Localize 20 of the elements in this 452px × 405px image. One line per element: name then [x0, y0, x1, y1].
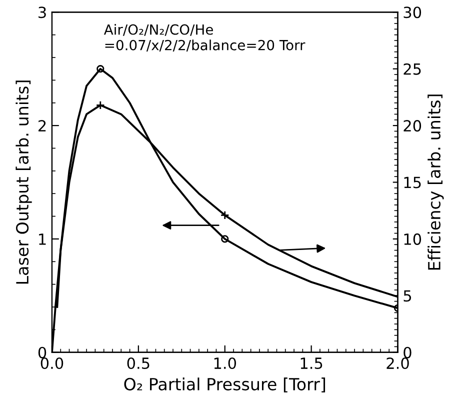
x-tick-label: 0.5	[127, 357, 150, 370]
y2-tick-label: 5	[404, 290, 412, 302]
y2-axis-title: Efficiency [arb. units]	[428, 94, 444, 270]
y2-tick-label: 25	[404, 63, 421, 75]
y-tick-label: 0	[38, 346, 46, 358]
y2-tick-label: 20	[404, 120, 422, 132]
annotation: Air/O₂/N₂/CO/He =0.07/x/2/2/balance=20 Torr	[104, 24, 306, 52]
x-tick-label: 0.0	[40, 357, 64, 370]
y-tick-label: 1	[39, 234, 46, 245]
x-tick-label: 2.0	[386, 357, 409, 370]
x-axis-title: O₂ Partial Pressure [Torr]	[124, 378, 326, 392]
x-tick-label: 1.5	[300, 358, 322, 370]
y2-tick-label: 30	[404, 6, 422, 18]
x-tick-label: 1.0	[214, 357, 236, 370]
y2-tick-label: 10	[404, 233, 422, 245]
y2-tick-label: 0	[404, 346, 412, 358]
y-tick-label: 3	[38, 6, 46, 18]
y2-tick-label: 15	[404, 176, 421, 188]
y-tick-label: 2	[38, 120, 46, 132]
y-axis-title: Laser Output [arb. units]	[16, 80, 32, 284]
